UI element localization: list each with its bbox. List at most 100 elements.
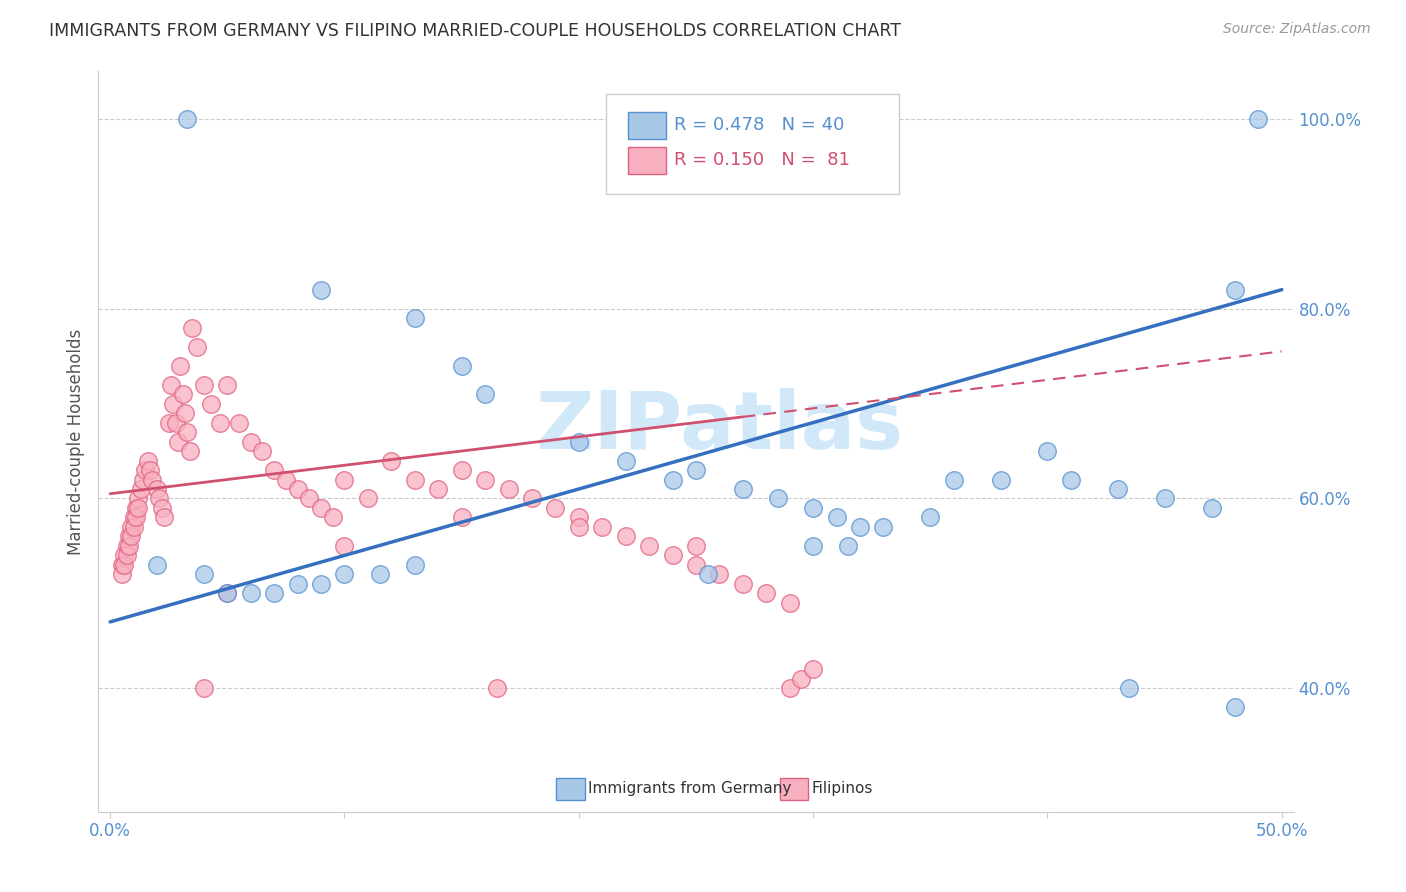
Point	[309, 500, 332, 515]
FancyBboxPatch shape	[557, 779, 585, 800]
Point	[825, 510, 848, 524]
Point	[125, 500, 148, 515]
Point	[127, 491, 149, 506]
Point	[274, 473, 297, 487]
Point	[638, 539, 661, 553]
Point	[322, 510, 344, 524]
Point	[1201, 500, 1223, 515]
Point	[801, 500, 824, 515]
Point	[118, 539, 141, 553]
Point	[132, 473, 155, 487]
Point	[450, 510, 472, 524]
Point	[122, 510, 145, 524]
Point	[129, 482, 152, 496]
Point	[568, 520, 591, 534]
Point	[474, 387, 496, 401]
Point	[333, 473, 356, 487]
Point	[127, 500, 149, 515]
Point	[333, 567, 356, 582]
Point	[766, 491, 789, 506]
Point	[1060, 473, 1083, 487]
Point	[186, 340, 208, 354]
Text: Immigrants from Germany: Immigrants from Germany	[589, 781, 792, 797]
Point	[731, 577, 754, 591]
Text: R = 0.478   N = 40: R = 0.478 N = 40	[675, 117, 845, 135]
Point	[920, 510, 942, 524]
Point	[172, 387, 194, 401]
Point	[309, 577, 332, 591]
Point	[404, 558, 426, 572]
Point	[685, 463, 707, 477]
Point	[1107, 482, 1129, 496]
Point	[696, 567, 718, 582]
Point	[498, 482, 520, 496]
Point	[779, 681, 801, 696]
Point	[298, 491, 321, 506]
Point	[111, 567, 134, 582]
Text: Source: ZipAtlas.com: Source: ZipAtlas.com	[1223, 22, 1371, 37]
Point	[153, 510, 176, 524]
Point	[380, 453, 402, 467]
Point	[709, 567, 731, 582]
Point	[568, 510, 591, 524]
Point	[872, 520, 894, 534]
Point	[263, 463, 285, 477]
Point	[790, 672, 813, 686]
Point	[239, 586, 262, 600]
Point	[333, 539, 356, 553]
Point	[120, 529, 142, 543]
Point	[568, 434, 591, 449]
Point	[755, 586, 778, 600]
Point	[136, 453, 159, 467]
Point	[685, 539, 707, 553]
Point	[801, 662, 824, 676]
Text: IMMIGRANTS FROM GERMANY VS FILIPINO MARRIED-COUPLE HOUSEHOLDS CORRELATION CHART: IMMIGRANTS FROM GERMANY VS FILIPINO MARR…	[49, 22, 901, 40]
Point	[146, 482, 169, 496]
Point	[1223, 700, 1246, 714]
Point	[309, 283, 332, 297]
Point	[193, 567, 215, 582]
Point	[115, 539, 138, 553]
Point	[200, 396, 222, 410]
Point	[1036, 444, 1059, 458]
Point	[148, 491, 170, 506]
FancyBboxPatch shape	[628, 112, 666, 139]
Point	[1118, 681, 1140, 696]
Point	[118, 529, 141, 543]
Point	[193, 681, 215, 696]
Point	[287, 482, 309, 496]
Point	[520, 491, 543, 506]
Point	[115, 549, 138, 563]
Point	[801, 539, 824, 553]
Point	[217, 586, 239, 600]
Point	[427, 482, 450, 496]
Point	[450, 359, 472, 373]
Point	[181, 320, 204, 334]
Point	[157, 416, 180, 430]
Point	[162, 396, 184, 410]
Point	[217, 377, 239, 392]
Point	[141, 473, 163, 487]
Point	[661, 473, 683, 487]
Point	[111, 558, 134, 572]
Point	[661, 549, 683, 563]
Point	[176, 112, 198, 126]
Point	[179, 444, 201, 458]
Point	[139, 463, 162, 477]
Point	[165, 416, 187, 430]
Point	[176, 425, 198, 439]
Point	[150, 500, 173, 515]
FancyBboxPatch shape	[628, 147, 666, 174]
Point	[125, 510, 148, 524]
Point	[174, 406, 197, 420]
Point	[134, 463, 156, 477]
Point	[1247, 112, 1270, 126]
Point	[193, 377, 215, 392]
Point	[112, 558, 135, 572]
Point	[404, 473, 426, 487]
Point	[990, 473, 1012, 487]
Point	[122, 520, 145, 534]
Text: Filipinos: Filipinos	[811, 781, 873, 797]
Point	[544, 500, 567, 515]
Point	[1223, 283, 1246, 297]
